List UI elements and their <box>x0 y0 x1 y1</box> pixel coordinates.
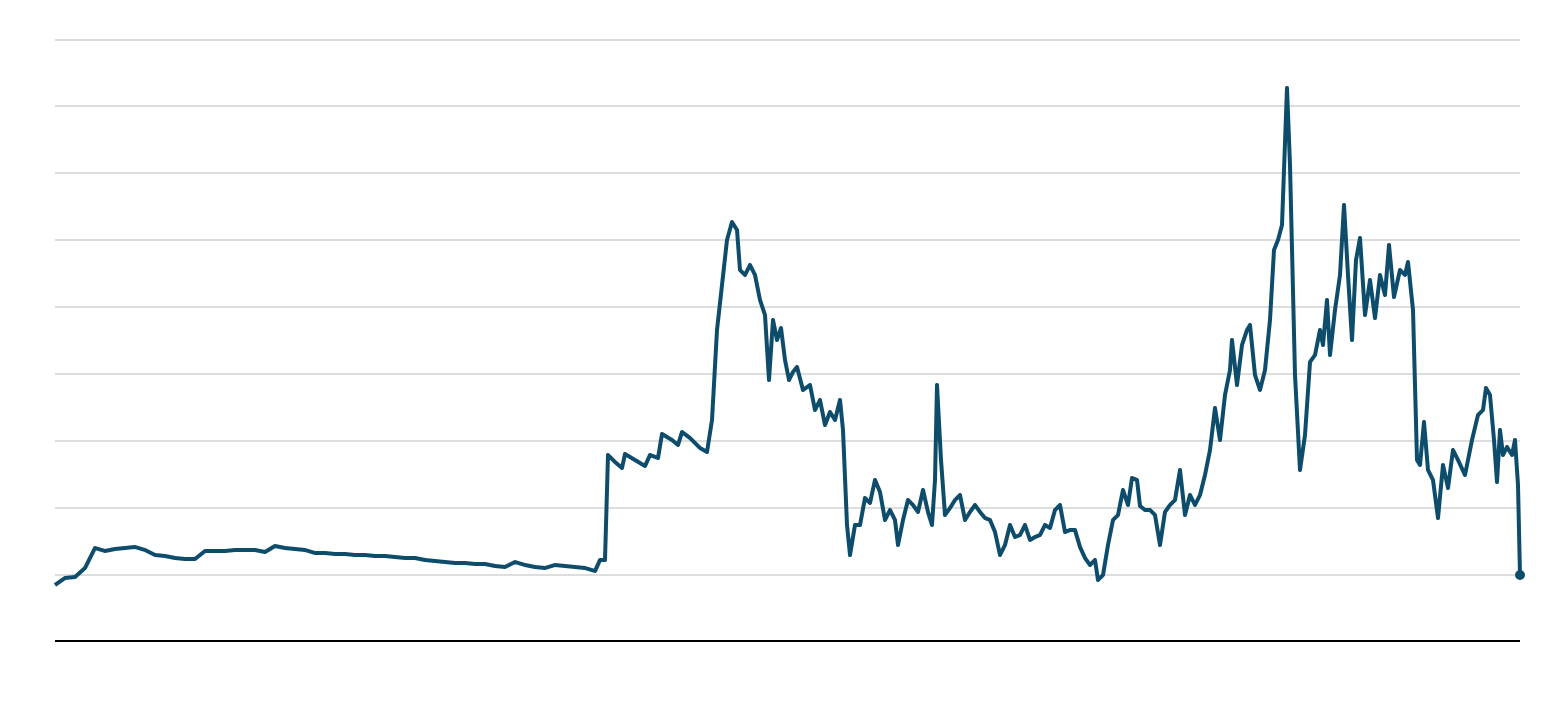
line-series <box>53 86 1522 587</box>
end-point <box>1515 570 1525 580</box>
